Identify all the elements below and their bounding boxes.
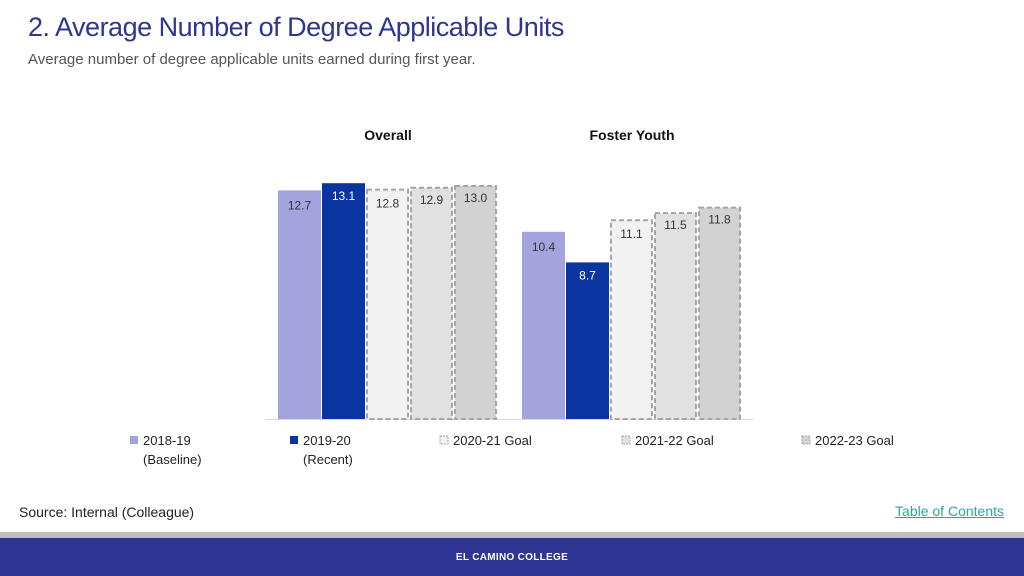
legend-label: 2021-22 Goal <box>635 433 714 448</box>
bar <box>522 231 565 419</box>
bar <box>654 212 697 420</box>
data-label: 12.8 <box>376 197 400 211</box>
bar <box>698 206 741 420</box>
table-of-contents-link[interactable]: Table of Contents <box>895 503 1004 519</box>
bar <box>322 183 365 419</box>
legend-label: 2018-19 <box>143 433 191 448</box>
legend-swatch <box>290 436 298 444</box>
bar <box>454 185 497 420</box>
bar <box>610 219 653 420</box>
legend-label: 2020-21 Goal <box>453 433 532 448</box>
legend-label: 2019-20 <box>303 433 351 448</box>
legend-label: 2022-23 Goal <box>815 433 894 448</box>
legend-swatch <box>130 436 138 444</box>
group-header: Overall <box>364 127 411 143</box>
data-label: 10.4 <box>532 240 556 254</box>
bar-chart: Overall 12.7 13.1 12.8 12.9 13.0 Foster Youth 1… <box>130 127 894 467</box>
legend-swatch <box>621 435 631 445</box>
data-label: 11.1 <box>620 227 643 241</box>
bar <box>278 190 321 419</box>
page-title: 2. Average Number of Degree Applicable U… <box>28 12 564 42</box>
legend-swatch <box>801 435 811 445</box>
data-label: 11.8 <box>708 213 731 227</box>
data-label: 12.9 <box>420 193 444 207</box>
footer-divider <box>0 532 1024 538</box>
page-subtitle: Average number of degree applicable unit… <box>28 51 476 68</box>
source-note: Source: Internal (Colleague) <box>19 504 195 520</box>
data-label: 12.7 <box>288 198 312 212</box>
data-label: 13.0 <box>464 191 488 205</box>
bar <box>566 262 609 419</box>
bar <box>410 186 453 420</box>
footer-band: EL CAMINO COLLEGE <box>0 538 1024 576</box>
data-label: 11.5 <box>664 218 687 232</box>
group-header: Foster Youth <box>589 127 674 143</box>
legend-label-sub: (Baseline) <box>143 452 202 467</box>
data-label: 8.7 <box>579 268 596 282</box>
legend-label-sub: (Recent) <box>303 452 353 467</box>
data-label: 13.1 <box>332 189 356 203</box>
legend-swatch <box>439 435 449 445</box>
bar <box>366 188 409 420</box>
college-name: EL CAMINO COLLEGE <box>455 551 569 563</box>
